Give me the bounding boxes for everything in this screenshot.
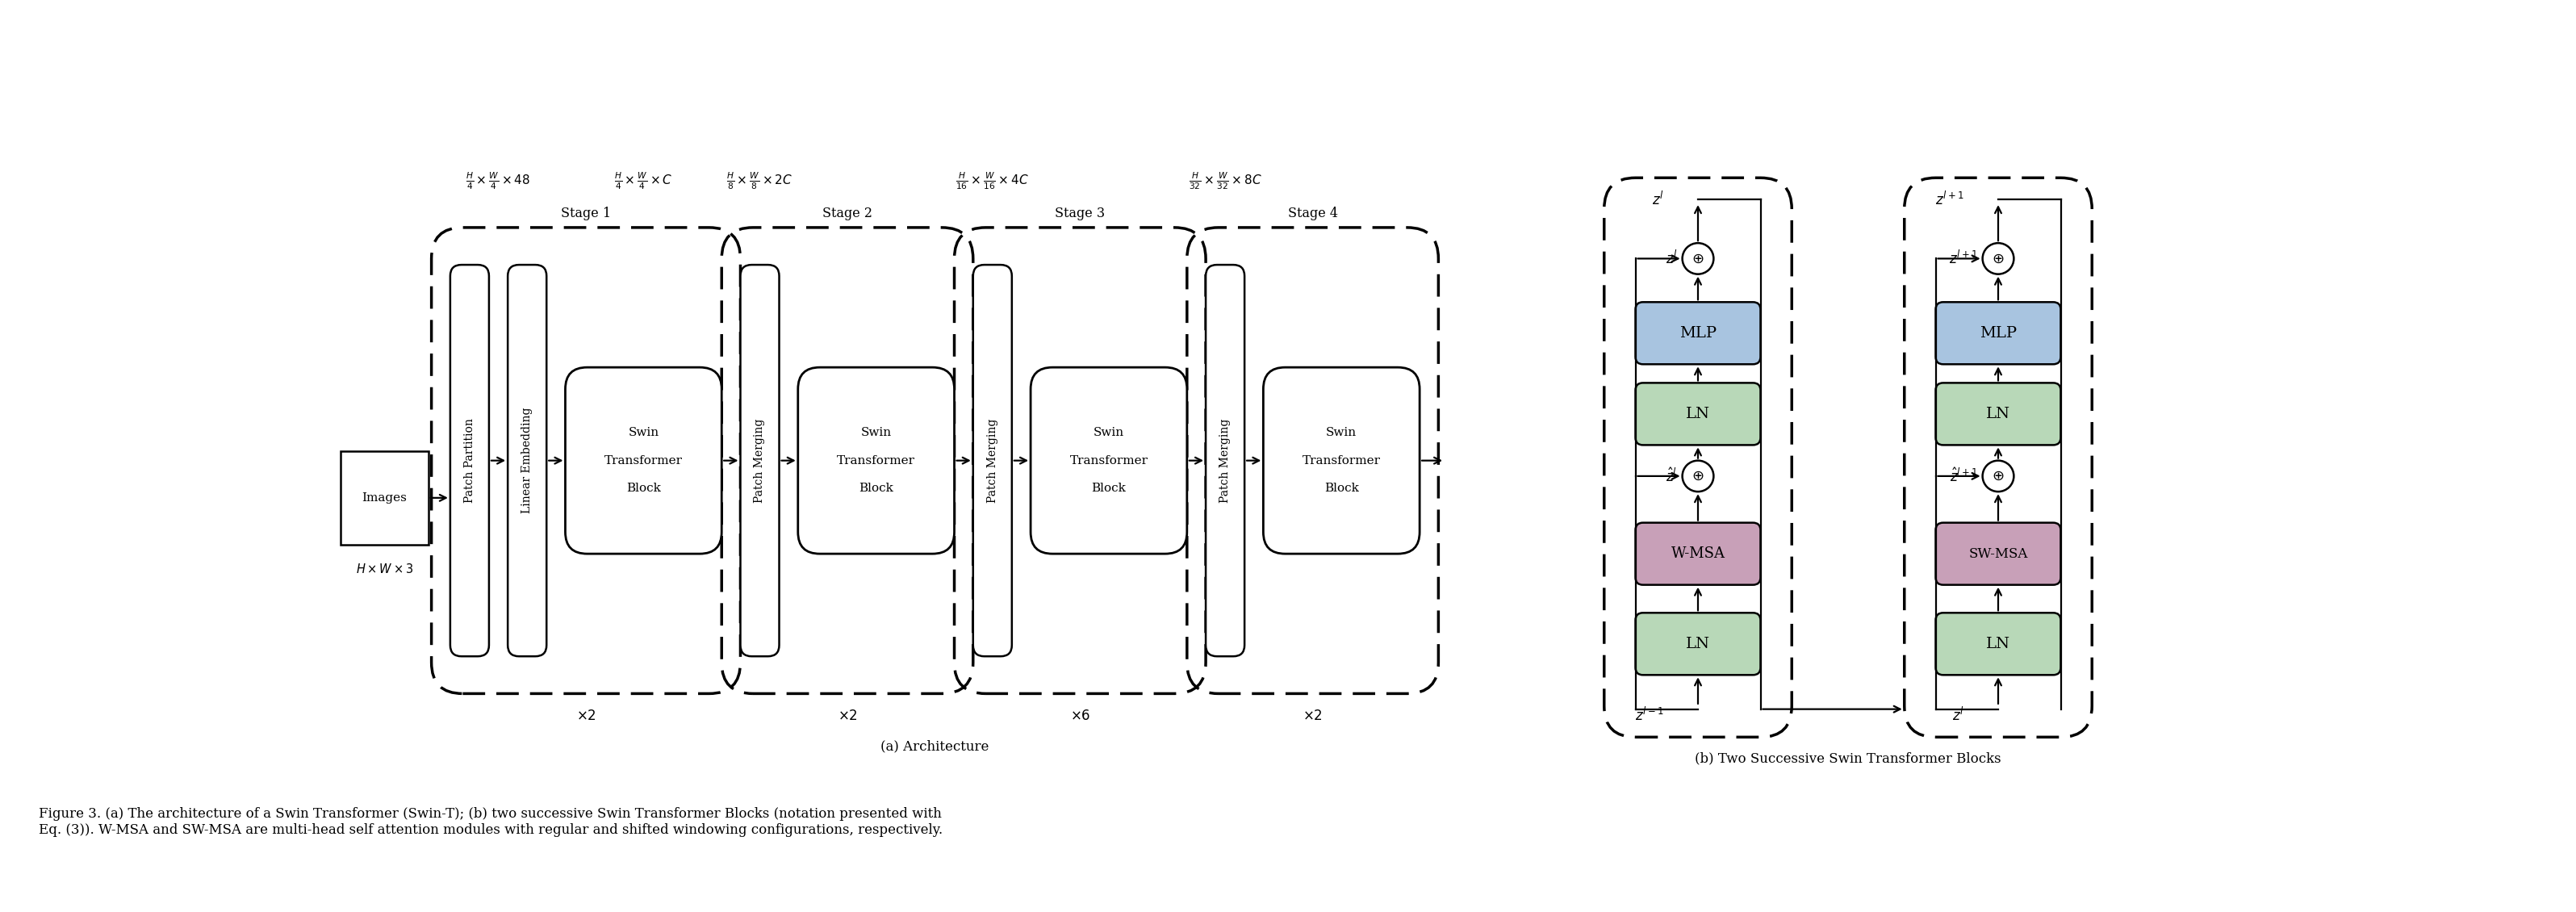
- FancyBboxPatch shape: [974, 264, 1012, 657]
- Text: LN: LN: [1986, 637, 2009, 651]
- FancyBboxPatch shape: [1030, 368, 1188, 554]
- Text: $z^{l+1}$: $z^{l+1}$: [1935, 191, 1963, 208]
- Text: Swin: Swin: [1327, 427, 1358, 439]
- FancyBboxPatch shape: [799, 368, 953, 554]
- Text: Transformer: Transformer: [1069, 455, 1149, 466]
- Text: Stage 4: Stage 4: [1288, 206, 1337, 220]
- Text: $z^{l-1}$: $z^{l-1}$: [1636, 707, 1664, 724]
- Text: Figure 3. (a) The architecture of a Swin Transformer (Swin-T); (b) two successiv: Figure 3. (a) The architecture of a Swin…: [39, 807, 943, 836]
- Text: Stage 3: Stage 3: [1056, 206, 1105, 220]
- FancyBboxPatch shape: [1262, 368, 1419, 554]
- FancyBboxPatch shape: [1935, 383, 2061, 445]
- Text: LN: LN: [1685, 407, 1710, 421]
- Text: Patch Merging: Patch Merging: [755, 419, 765, 503]
- Text: LN: LN: [1986, 407, 2009, 421]
- Text: Patch Merging: Patch Merging: [1218, 419, 1231, 503]
- Text: $\frac{H}{4}\times\frac{W}{4}\times C$: $\frac{H}{4}\times\frac{W}{4}\times C$: [613, 171, 672, 192]
- Text: $\hat{z}^l$: $\hat{z}^l$: [1667, 468, 1677, 484]
- Text: $z^l$: $z^l$: [1667, 250, 1677, 267]
- Text: Stage 2: Stage 2: [822, 206, 873, 220]
- FancyBboxPatch shape: [1206, 264, 1244, 657]
- Circle shape: [1984, 244, 2014, 275]
- FancyBboxPatch shape: [1636, 302, 1759, 364]
- FancyBboxPatch shape: [1935, 302, 2061, 364]
- Text: $\hat{z}^{l+1}$: $\hat{z}^{l+1}$: [1950, 468, 1978, 484]
- Text: Swin: Swin: [1092, 427, 1123, 439]
- FancyBboxPatch shape: [739, 264, 778, 657]
- Text: $\times 2$: $\times 2$: [837, 710, 858, 723]
- Text: Transformer: Transformer: [605, 455, 683, 466]
- Text: $z^{l+1}$: $z^{l+1}$: [1950, 250, 1978, 267]
- Text: Stage 1: Stage 1: [562, 206, 611, 220]
- Circle shape: [1984, 461, 2014, 492]
- Text: $\frac{H}{16}\times\frac{W}{16}\times 4C$: $\frac{H}{16}\times\frac{W}{16}\times 4C…: [956, 171, 1028, 192]
- Text: Transformer: Transformer: [1303, 455, 1381, 466]
- Text: Linear Embedding: Linear Embedding: [520, 408, 533, 513]
- Text: $\oplus$: $\oplus$: [1991, 469, 2004, 483]
- Text: $\times 2$: $\times 2$: [1303, 710, 1321, 723]
- Circle shape: [1682, 461, 1713, 492]
- Text: $\times 6$: $\times 6$: [1069, 710, 1090, 723]
- Text: Transformer: Transformer: [837, 455, 914, 466]
- Text: Patch Partition: Patch Partition: [464, 419, 474, 503]
- Text: (b) Two Successive Swin Transformer Blocks: (b) Two Successive Swin Transformer Bloc…: [1695, 752, 2002, 766]
- FancyBboxPatch shape: [1636, 383, 1759, 445]
- Text: LN: LN: [1685, 637, 1710, 651]
- Text: $H\times W\times 3$: $H\times W\times 3$: [355, 563, 412, 575]
- Text: $\oplus$: $\oplus$: [1692, 252, 1705, 266]
- Text: SW-MSA: SW-MSA: [1968, 547, 2027, 561]
- Text: $z^l$: $z^l$: [1953, 707, 1963, 724]
- Text: Swin: Swin: [860, 427, 891, 439]
- FancyBboxPatch shape: [1636, 523, 1759, 585]
- Text: Images: Images: [363, 492, 407, 503]
- Text: MLP: MLP: [1680, 326, 1716, 340]
- Text: $\oplus$: $\oplus$: [1692, 469, 1705, 483]
- Text: $\oplus$: $\oplus$: [1991, 252, 2004, 266]
- Text: Block: Block: [626, 482, 662, 494]
- Text: (a) Architecture: (a) Architecture: [881, 740, 989, 753]
- Text: Block: Block: [858, 482, 894, 494]
- Text: $z^l$: $z^l$: [1651, 191, 1664, 208]
- Text: $\frac{H}{32}\times\frac{W}{32}\times 8C$: $\frac{H}{32}\times\frac{W}{32}\times 8C…: [1188, 171, 1262, 192]
- FancyBboxPatch shape: [507, 264, 546, 657]
- FancyBboxPatch shape: [1935, 523, 2061, 585]
- Text: Swin: Swin: [629, 427, 659, 439]
- Text: Patch Merging: Patch Merging: [987, 419, 997, 503]
- Text: $\frac{H}{4}\times\frac{W}{4}\times 48$: $\frac{H}{4}\times\frac{W}{4}\times 48$: [466, 171, 531, 192]
- FancyBboxPatch shape: [564, 368, 721, 554]
- Text: Block: Block: [1324, 482, 1358, 494]
- Text: $\times 2$: $\times 2$: [577, 710, 595, 723]
- FancyBboxPatch shape: [1636, 613, 1759, 675]
- Text: W-MSA: W-MSA: [1672, 546, 1726, 561]
- Bar: [340, 451, 428, 544]
- FancyBboxPatch shape: [451, 264, 489, 657]
- Circle shape: [1682, 244, 1713, 275]
- FancyBboxPatch shape: [1935, 613, 2061, 675]
- Text: MLP: MLP: [1978, 326, 2017, 340]
- Text: $\frac{H}{8}\times\frac{W}{8}\times 2C$: $\frac{H}{8}\times\frac{W}{8}\times 2C$: [726, 171, 793, 192]
- Text: Block: Block: [1092, 482, 1126, 494]
